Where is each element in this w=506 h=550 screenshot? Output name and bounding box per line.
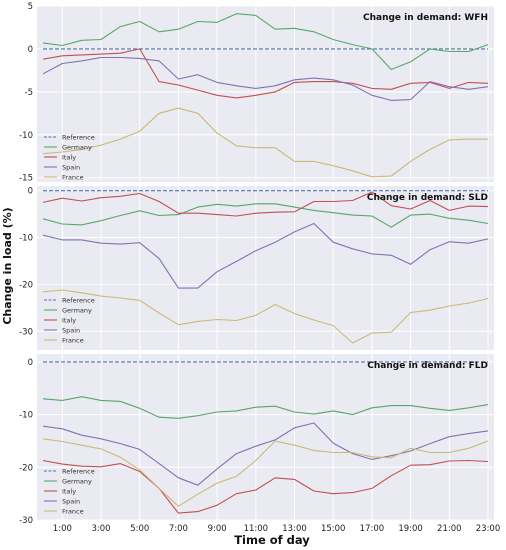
y-tick-label: 0 xyxy=(28,45,33,55)
series-line-italy xyxy=(42,48,489,99)
x-axis-label: Time of day xyxy=(234,533,310,547)
x-tick-label: 23:00 xyxy=(476,524,501,534)
y-tick-label: -10 xyxy=(19,411,33,421)
series-line-germany xyxy=(42,396,489,419)
series-line-france xyxy=(42,107,488,178)
legend-label: Italy xyxy=(62,153,76,161)
legend-label: Reference xyxy=(62,296,95,304)
series-line-germany xyxy=(42,13,489,71)
y-tick-label: -20 xyxy=(19,280,33,290)
legend-label: Reference xyxy=(62,133,95,141)
legend-label: Spain xyxy=(62,163,80,171)
x-tick-label: 21:00 xyxy=(437,524,462,534)
legend-label: France xyxy=(62,173,84,181)
y-tick-label: -20 xyxy=(19,463,33,473)
series-line-france xyxy=(42,289,489,344)
x-tick-label: 11:00 xyxy=(244,524,269,534)
series-line-spain xyxy=(42,222,489,289)
x-tick-label: 5:00 xyxy=(130,524,149,534)
series-line-italy xyxy=(42,459,489,514)
legend: Reference Germany Italy Spain France xyxy=(44,296,95,344)
x-tick-label: 19:00 xyxy=(398,524,423,534)
legend-label: France xyxy=(62,336,84,344)
plot-area xyxy=(37,186,494,350)
y-tick-label: -30 xyxy=(19,516,33,526)
y-tick-label: -10 xyxy=(19,131,33,141)
x-tick-label: 15:00 xyxy=(321,524,346,534)
legend: Reference Germany Italy Spain France xyxy=(44,467,95,515)
legend-label: Germany xyxy=(62,143,92,151)
legend-label: Germany xyxy=(62,306,92,314)
y-tick-label: 5 xyxy=(28,2,33,12)
y-tick-label: -30 xyxy=(19,327,33,337)
y-tick-label: -15 xyxy=(19,174,33,184)
series-line-italy xyxy=(42,191,489,217)
panel-3: 0 -10 -20 -30 Change in demand: FLD Reference… xyxy=(19,354,500,534)
legend-label: Germany xyxy=(62,477,92,485)
x-tick-label: 13:00 xyxy=(282,524,307,534)
panel-2: 0 -10 -20 -30 Change in demand: SLD Reference… xyxy=(19,186,494,350)
series-line-spain xyxy=(42,422,489,486)
y-tick-label: -10 xyxy=(19,234,33,244)
legend-label: Italy xyxy=(62,487,76,495)
x-tick-label: 9:00 xyxy=(208,524,227,534)
plot-area xyxy=(37,354,494,520)
legend: Reference Germany Italy Spain France xyxy=(44,133,95,181)
x-tick-label: 7:00 xyxy=(169,524,188,534)
x-tick-label: 3:00 xyxy=(91,524,110,534)
y-tick-label: 0 xyxy=(28,187,33,197)
legend-label: Italy xyxy=(62,316,76,324)
panel-title: Change in demand: FLD xyxy=(367,361,488,371)
series-line-france xyxy=(42,438,489,507)
series-line-spain xyxy=(42,56,489,101)
legend-label: Spain xyxy=(62,497,80,505)
panel-1: 5 0 -5 -10 -15 Change in demand: WFH Reference… xyxy=(19,2,494,184)
y-axis-label: Change in load (%) xyxy=(1,207,14,324)
panel-title: Change in demand: SLD xyxy=(367,193,488,203)
legend-label: France xyxy=(62,507,84,515)
y-tick-label: 0 xyxy=(28,358,33,368)
legend-label: Spain xyxy=(62,326,80,334)
legend-label: Reference xyxy=(62,467,95,475)
x-tick-label: 1:00 xyxy=(53,524,72,534)
y-tick-label: -5 xyxy=(25,88,33,98)
panel-title: Change in demand: WFH xyxy=(363,13,488,23)
x-tick-label: 17:00 xyxy=(360,524,385,534)
series-line-germany xyxy=(42,203,489,228)
